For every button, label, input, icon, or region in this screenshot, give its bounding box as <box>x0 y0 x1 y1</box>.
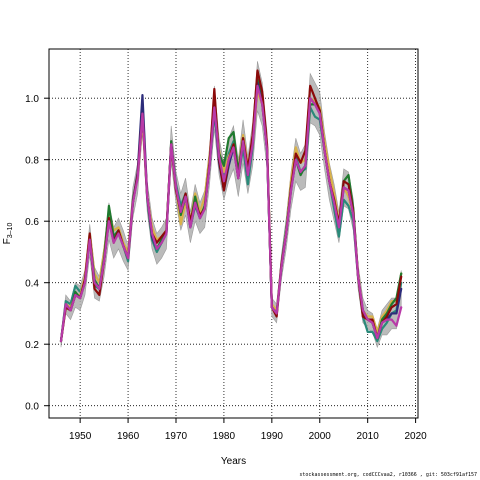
x-tick-label: 1980 <box>213 431 236 442</box>
x-axis: 1950 1960 1970 1980 1990 2000 2010 2020 <box>69 418 427 442</box>
x-tick-label: 2020 <box>404 431 427 442</box>
y-tick-label: 0.8 <box>25 156 39 167</box>
series-lines <box>59 69 403 343</box>
x-tick-label: 2010 <box>357 431 380 442</box>
x-tick-label: 1960 <box>117 431 140 442</box>
y-axis-title-main: F <box>2 238 13 244</box>
x-tick-label: 2000 <box>309 431 332 442</box>
plot-frame <box>48 48 419 419</box>
y-tick-label: 0.4 <box>25 279 39 290</box>
y-tick-label: 0.2 <box>25 340 39 351</box>
y-tick-label: 0.0 <box>25 402 39 413</box>
x-tick-label: 1970 <box>165 431 188 442</box>
y-axis-title: F3–10 <box>2 223 14 245</box>
y-axis: 0.0 0.2 0.4 0.6 0.8 1.0 <box>25 94 49 413</box>
y-tick-label: 0.6 <box>25 217 39 228</box>
x-tick-label: 1990 <box>261 431 284 442</box>
footer-caption: stockassessment.org, codCCCvaa2, r10366 … <box>299 472 477 478</box>
y-axis-title-subscript: 3–10 <box>7 223 14 239</box>
y-tick-label: 1.0 <box>25 94 39 105</box>
series-line <box>59 84 403 343</box>
x-tick-label: 1950 <box>69 431 92 442</box>
x-axis-title: Years <box>221 456 246 467</box>
